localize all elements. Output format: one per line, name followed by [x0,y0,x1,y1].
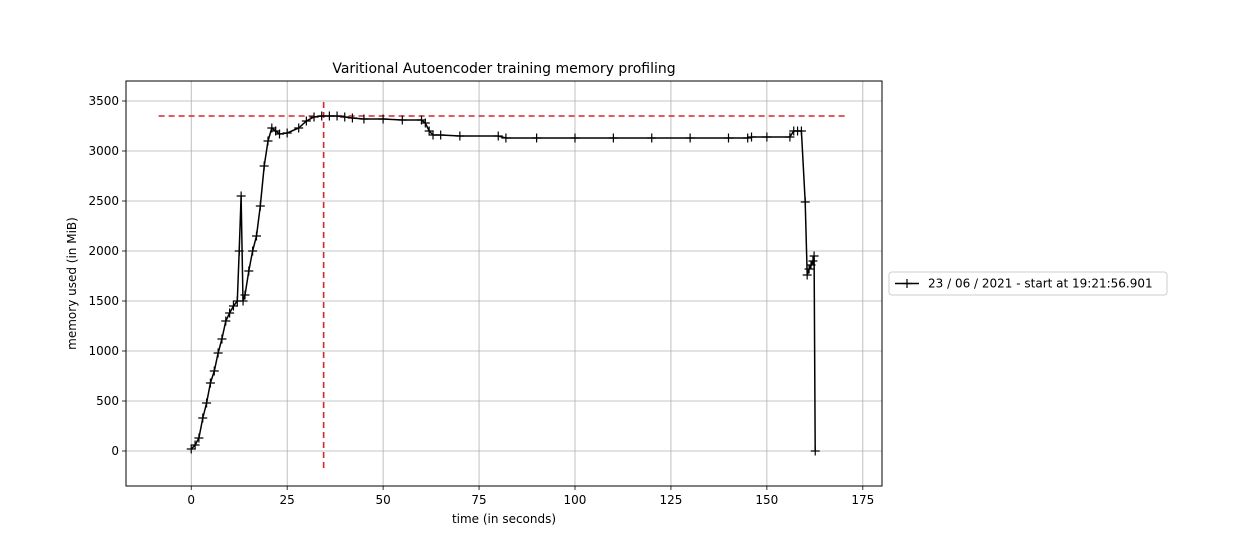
data-point [217,334,227,344]
data-point [806,260,816,270]
data-point [259,161,269,171]
y-tick-label: 2500 [88,194,119,208]
data-point [424,126,434,136]
x-axis-label: time (in seconds) [452,512,556,526]
data-point [804,264,814,274]
data-point [785,132,795,142]
reference-lines [158,99,848,468]
data-point [802,270,812,280]
data-point [436,130,446,140]
data-point [236,191,246,201]
legend: 23 / 06 / 2021 - start at 19:21:56.901 [888,271,1168,296]
legend-box [888,271,1168,296]
data-point [248,246,258,256]
data-point [800,197,810,207]
data-point [275,129,285,139]
x-tick-label: 50 [375,493,390,507]
data-point [501,133,511,143]
data-point [294,123,304,133]
y-tick-label: 1000 [88,344,119,358]
y-tick-label: 0 [111,444,119,458]
data-point [347,113,357,123]
data-point [397,115,407,125]
data-point [255,201,265,211]
data-point [234,246,244,256]
data-point [608,133,618,143]
data-point [570,133,580,143]
data-point [301,116,311,126]
data-point [225,308,235,318]
data-point [420,118,430,128]
data-point [685,133,695,143]
plot-frame [125,80,883,487]
data-point [205,378,215,388]
data-point [359,114,369,124]
data-point [317,111,327,121]
legend-marker [902,279,912,288]
x-tick-label: 175 [851,493,874,507]
data-point [332,111,342,121]
y-tick-label: 3500 [88,94,119,108]
data-point [244,266,254,276]
x-tick-label: 0 [187,493,195,507]
data-point [209,366,219,376]
legend-label: 23 / 06 / 2021 - start at 19:21:56.901 [928,277,1153,291]
data-point [340,112,350,122]
data-point [309,112,319,122]
data-point [186,444,196,454]
data-point [532,133,542,143]
data-point [493,131,503,141]
data-point [808,256,818,266]
y-axis-ticks: 0 500 1000 1500 2000 2500 3000 3500 [88,94,126,458]
data-point [228,301,238,311]
data-point [324,111,334,121]
x-tick-label: 100 [564,493,587,507]
data-point [455,131,465,141]
y-tick-label: 500 [96,394,119,408]
data-point [810,446,820,456]
y-tick-label: 1500 [88,294,119,308]
data-point [221,316,231,326]
x-tick-label: 75 [471,493,486,507]
y-tick-label: 2000 [88,244,119,258]
x-tick-label: 125 [659,493,682,507]
data-point [198,413,208,423]
data-point [723,133,733,143]
y-tick-label: 3000 [88,144,119,158]
data-point [378,114,388,124]
x-tick-label: 25 [280,493,295,507]
y-axis-label: memory used (in MiB) [65,217,79,350]
data-point [238,296,248,306]
series-group [186,111,820,456]
data-point [647,133,657,143]
data-point [213,348,223,358]
data-point [202,398,212,408]
data-point [240,290,250,300]
data-point [251,231,261,241]
x-tick-label: 150 [755,493,778,507]
data-point [747,132,757,142]
data-point [428,130,438,140]
data-point [194,433,204,443]
data-point [263,136,273,146]
data-point [796,126,806,136]
x-axis-ticks: 0 25 50 75 100 125 150 175 [187,486,874,507]
data-point [809,251,819,261]
chart-title: Varitional Autoencoder training memory p… [332,61,675,77]
data-point [282,128,292,138]
data-point [762,132,772,142]
data-point [190,440,200,450]
data-point [743,133,753,143]
grid [126,81,882,486]
